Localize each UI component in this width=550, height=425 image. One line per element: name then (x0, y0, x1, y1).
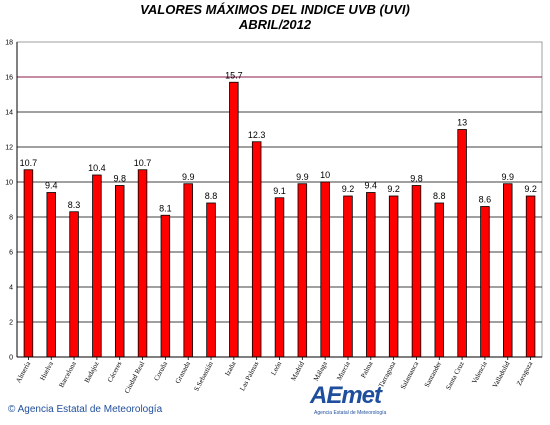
data-label: 15.7 (225, 70, 243, 80)
chart-subtitle: ABRIL/2012 (238, 17, 312, 32)
data-label: 10 (320, 170, 330, 180)
bar (137, 169, 148, 358)
data-label: 9.9 (502, 172, 515, 182)
x-tick-label: Barcelona (57, 359, 78, 389)
y-tick-label: 12 (5, 145, 13, 152)
x-tick-label: Almería (14, 359, 32, 384)
y-tick-label: 8 (9, 215, 13, 222)
aemet-logo: AEmet Agencia Estatal de Meteorología (310, 382, 400, 420)
x-tick-label: Santa Cruz (444, 360, 466, 391)
x-tick-label: Málaga (312, 359, 329, 382)
bar (434, 202, 445, 358)
data-label: 9.4 (45, 181, 58, 191)
x-tick-label: León (269, 360, 283, 377)
bar (388, 195, 399, 358)
y-tick-label: 10 (5, 180, 13, 187)
data-label: 10.7 (20, 158, 38, 168)
bar (92, 174, 102, 358)
data-label: 8.3 (68, 200, 81, 210)
bar (480, 206, 490, 358)
credit-text: © Agencia Estatal de Meteorología (8, 404, 163, 415)
bar (525, 195, 536, 358)
x-tick-label: Cáceres (106, 360, 124, 384)
bar (343, 195, 353, 358)
data-label: 9.9 (296, 172, 309, 182)
x-tick-label: Huelva (38, 359, 55, 381)
data-label: 8.8 (433, 191, 446, 201)
x-tick-label: Murcia (335, 359, 352, 381)
x-tick-label: Las Palmas (238, 360, 260, 392)
x-tick-label: Palma (359, 359, 375, 379)
data-label: 8.1 (159, 203, 172, 213)
x-tick-label: Granada (174, 359, 193, 384)
bar (46, 192, 56, 358)
x-tick-label: Salamanca (399, 359, 421, 390)
x-tick-label: Valladolid (491, 360, 512, 390)
data-label: 13 (457, 118, 467, 128)
bar (183, 183, 193, 358)
bar (251, 141, 262, 358)
y-tick-label: 2 (9, 320, 13, 327)
bar (297, 183, 308, 358)
bar (457, 129, 467, 358)
data-label: 9.4 (365, 181, 378, 191)
chart-title: VALORES MÁXIMOS DEL INDICE UVB (UVI) (140, 2, 410, 17)
x-tick-label: Ciudad Real (123, 360, 146, 395)
bar (320, 181, 330, 358)
bar (23, 169, 34, 358)
x-tick-label: S.Sebastián (192, 360, 215, 393)
logo-wordmark: AEmet (310, 382, 382, 409)
x-tick-label: Madrid (289, 360, 306, 382)
bar (206, 202, 216, 358)
x-tick-label: Zaragoza (515, 359, 535, 387)
data-label: 10.7 (134, 158, 152, 168)
y-tick-label: 14 (5, 110, 13, 117)
bar (114, 185, 125, 358)
data-label: 9.1 (273, 186, 286, 196)
bar (411, 185, 422, 358)
data-label: 8.6 (479, 195, 492, 205)
data-label: 10.4 (88, 163, 106, 173)
data-labels: 10.7 9.4 8.3 10.4 9.8 10.7 8.1 9.9 8.8 15.7 12.3 9.… (20, 70, 537, 213)
data-label: 9.9 (182, 172, 195, 182)
y-tick-label: 6 (9, 250, 13, 257)
x-tick-label: Santander (423, 360, 444, 389)
x-tick-label: Badajoz (83, 360, 101, 384)
bar (274, 197, 285, 358)
data-label: 9.2 (524, 184, 537, 194)
bar (69, 211, 79, 358)
bar (160, 214, 171, 358)
y-tick-label: 4 (9, 285, 13, 292)
data-label: 8.8 (205, 191, 218, 201)
data-label: 9.8 (113, 174, 126, 184)
data-label: 12.3 (248, 130, 266, 140)
bar (366, 192, 376, 358)
data-label: 9.8 (410, 174, 423, 184)
x-tick-label: Valencia (470, 359, 489, 385)
y-tick-label: 0 (9, 355, 13, 362)
bar (229, 81, 239, 358)
y-tick-label: 16 (5, 75, 13, 82)
bar (503, 183, 513, 358)
logo-subtitle: Agencia Estatal de Meteorología (314, 410, 387, 416)
data-label: 9.2 (387, 184, 400, 194)
y-tick-label: 18 (5, 40, 13, 47)
x-tick-label: Coruña (152, 359, 169, 382)
x-tick-label: Izaña (223, 359, 238, 377)
data-label: 9.2 (342, 184, 355, 194)
